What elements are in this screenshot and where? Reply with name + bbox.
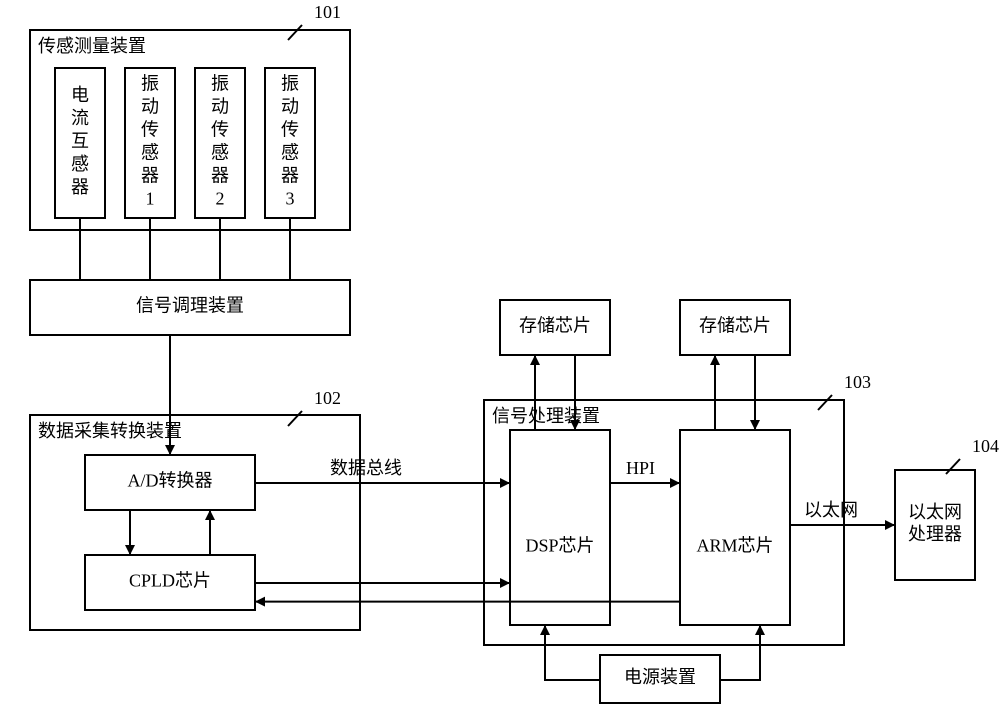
arrow-10-label: HPI — [626, 458, 655, 478]
vib2-label: 感 — [211, 143, 229, 163]
c103-leader — [818, 395, 832, 410]
vib1-label: 感 — [141, 143, 159, 163]
vib3-label: 3 — [286, 189, 295, 209]
vib2-label: 振 — [211, 74, 229, 94]
arrow-7-label: 数据总线 — [330, 458, 402, 478]
eth-label: 以太网 — [908, 502, 962, 522]
c101-text: 101 — [314, 2, 341, 22]
proc_group-title: 信号处理装置 — [492, 406, 600, 426]
mem2-label: 存储芯片 — [699, 316, 771, 336]
ct-label: 器 — [71, 177, 89, 197]
vib3-label: 感 — [281, 143, 299, 163]
vib3-label: 传 — [281, 120, 299, 140]
c104-leader — [946, 459, 960, 474]
c103-text: 103 — [844, 372, 871, 392]
c101-leader — [288, 25, 302, 40]
vib1-label: 振 — [141, 74, 159, 94]
arm — [680, 430, 790, 625]
eth-label: 处理器 — [908, 524, 962, 544]
diagram-canvas: 传感测量装置数据采集转换装置信号处理装置电流互感器振动传感器1振动传感器2振动传… — [0, 0, 1000, 710]
vib3-label: 振 — [281, 74, 299, 94]
vib1-label: 动 — [141, 97, 159, 117]
c102-text: 102 — [314, 388, 341, 408]
sensor_group — [30, 30, 350, 230]
arrow-17 — [720, 625, 760, 680]
arrow-15-label: 以太网 — [804, 500, 858, 520]
c102-leader — [288, 411, 302, 426]
cpld-label: CPLD芯片 — [129, 571, 211, 591]
vib2-label: 器 — [211, 166, 229, 186]
ad-label: A/D转换器 — [128, 471, 213, 491]
arrow-16 — [545, 625, 600, 680]
ct-label: 流 — [71, 108, 89, 128]
vib3-label: 动 — [281, 97, 299, 117]
sensor_group-title: 传感测量装置 — [38, 36, 146, 56]
ct-label: 电 — [71, 85, 89, 105]
c104-text: 104 — [972, 436, 999, 456]
daq_group — [30, 415, 360, 630]
mem1-label: 存储芯片 — [519, 316, 591, 336]
dsp-label: DSP芯片 — [525, 536, 594, 556]
vib1-label: 器 — [141, 166, 159, 186]
dsp — [510, 430, 610, 625]
vib1-label: 传 — [141, 120, 159, 140]
vib2-label: 2 — [216, 189, 225, 209]
signal_cond-label: 信号调理装置 — [136, 296, 244, 316]
vib2-label: 动 — [211, 97, 229, 117]
vib2-label: 传 — [211, 120, 229, 140]
power-label: 电源装置 — [624, 667, 696, 687]
vib3-label: 器 — [281, 166, 299, 186]
arm-label: ARM芯片 — [696, 536, 773, 556]
ct-label: 感 — [71, 154, 89, 174]
ct-label: 互 — [71, 131, 89, 151]
daq_group-title: 数据采集转换装置 — [38, 421, 182, 441]
vib1-label: 1 — [146, 189, 155, 209]
